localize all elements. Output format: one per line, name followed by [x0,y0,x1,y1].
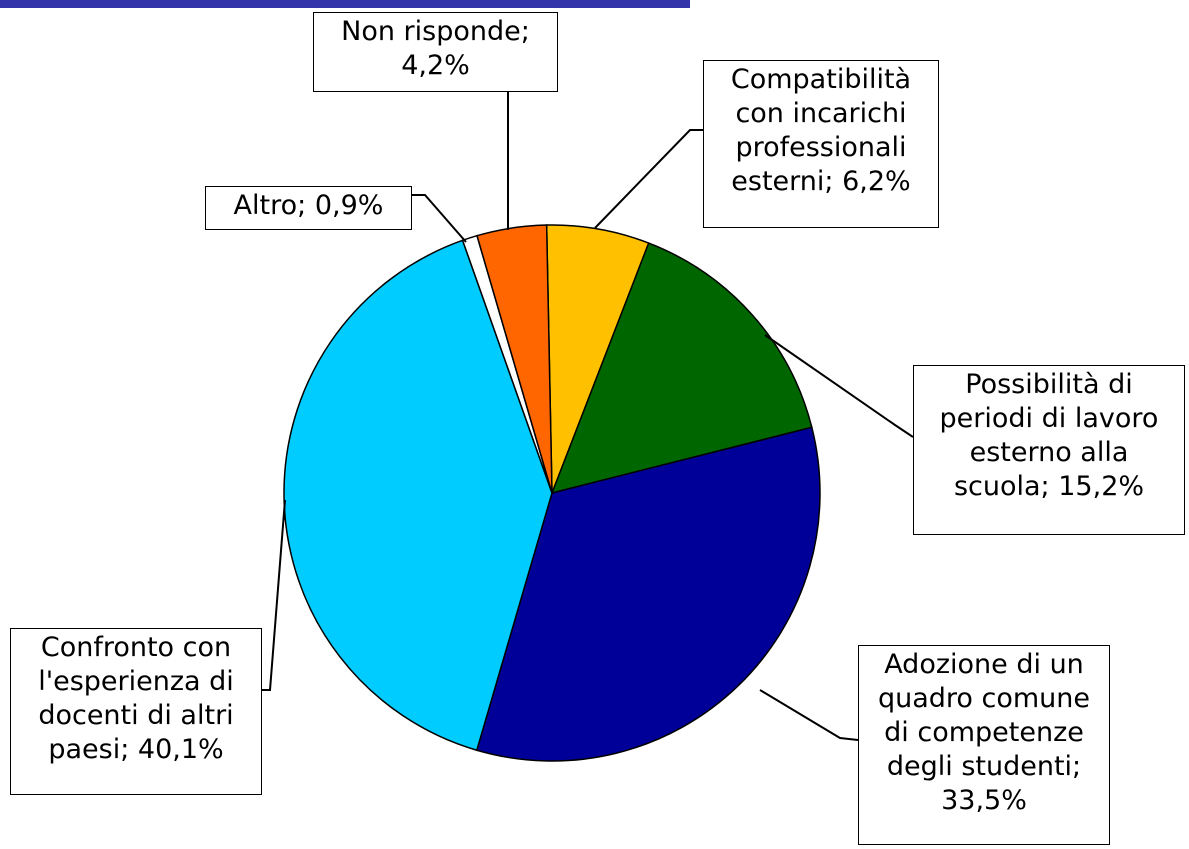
header-bar [0,0,690,8]
slice-label: Confronto con l'esperienza di docenti di… [10,628,262,795]
leader-line [262,499,286,691]
pie [283,224,821,762]
slice-label: Compatibilità con incarichi professional… [703,60,939,228]
pie-slice [476,224,553,494]
category-label: Confronto con l'esperienza di docenti di… [38,632,234,765]
slice-label: Possibilità di periodi di lavoro esterno… [913,365,1185,535]
pie-slice [550,242,813,495]
leader-line [412,194,467,243]
slice-label: Adozione di un quadro comune di competen… [858,645,1110,845]
value-label: 6,2% [842,166,911,197]
slice-label: Altro; 0,9% [205,186,412,230]
slice-label: Non risponde; 4,2% [313,12,558,92]
category-label: Adozione di un quadro comune di competen… [877,649,1091,782]
value-label: 0,9% [314,190,384,221]
pie-slice [475,426,821,762]
category-label: Altro; [233,190,307,221]
category-label: Compatibilità con incarichi professional… [730,64,912,197]
leader-line [594,129,703,229]
category-label: Possibilità di periodi di lavoro esterno… [939,369,1159,502]
value-label: 15,2% [1058,471,1145,502]
category-label: Non risponde; [341,16,530,47]
leader-line [764,334,914,438]
value-label: 4,2% [401,50,470,81]
leader-line [759,689,859,741]
value-label: 40,1% [137,734,224,765]
leader-lines [262,92,914,741]
value-label: 33,5% [941,785,1027,816]
